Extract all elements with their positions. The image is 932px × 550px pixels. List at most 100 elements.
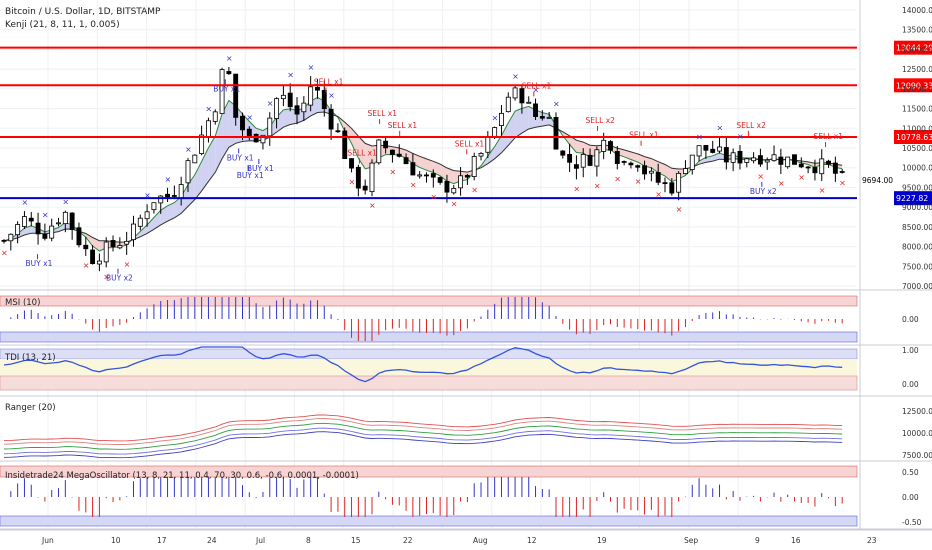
buy-signal-label: BUY x1: [237, 171, 264, 180]
sell-signal-label: SELL x1: [629, 131, 659, 140]
cloud-segment: [303, 101, 311, 121]
candle-body: [90, 249, 96, 265]
candle-body: [730, 152, 736, 163]
candle-body: [458, 175, 464, 189]
indicator-title: Kenji (21, 8, 11, 1, 0.005): [5, 20, 120, 30]
cloud-segment: [215, 113, 223, 173]
ranger-tick-label: 12500.00: [902, 407, 932, 416]
level-price-label: 12090.33: [896, 81, 932, 90]
candle-body: [389, 149, 395, 155]
price-tick-label: 12500.00: [902, 65, 932, 74]
candle-body: [553, 117, 559, 150]
candle-body: [444, 180, 450, 193]
buy-marker: ×: [553, 99, 560, 108]
time-tick-label: Sep: [684, 536, 698, 545]
buy-signal-label: BUY x2: [106, 274, 133, 283]
candle-body: [205, 120, 211, 138]
msi-tick-label: 0.00: [902, 315, 919, 324]
mega-panel-title: Insidetrade24 MegaOscillator (13, 8, 21,…: [5, 471, 359, 481]
candle-body: [165, 193, 170, 198]
candle-body: [253, 133, 259, 143]
sell-marker: ×: [839, 179, 846, 188]
candle-body: [151, 202, 157, 211]
buy-marker: ×: [226, 54, 233, 63]
candle-body: [539, 116, 545, 119]
mega-tick-label: 0.00: [902, 493, 919, 502]
sell-signal-label: SELL x1: [347, 148, 377, 157]
ranger-line: [3, 414, 843, 442]
sell-marker: ×: [676, 205, 683, 214]
buy-marker: ×: [144, 191, 151, 200]
candle-body: [42, 233, 48, 239]
sell-signal-label: SELL x2: [736, 121, 766, 130]
sell-signal-label: SELL x1: [455, 139, 485, 148]
ranger-tick-label: 10000.00: [902, 429, 932, 438]
sell-marker: ×: [389, 168, 396, 177]
ranger-line: [3, 427, 843, 455]
candle-body: [642, 165, 648, 175]
tdi-lower-band: [0, 375, 858, 391]
tdi-line: [3, 346, 843, 383]
candle-body: [417, 174, 423, 177]
time-tick-label: 10: [111, 536, 121, 545]
buy-marker: ×: [696, 132, 703, 141]
buy-marker: ×: [308, 63, 315, 72]
buy-marker: ×: [21, 198, 28, 207]
price-tick-label: 7500.00: [902, 262, 932, 271]
buy-marker: ×: [246, 113, 253, 122]
cloud-segment: [569, 135, 577, 153]
candle-body: [355, 166, 361, 189]
candle-body: [778, 156, 784, 165]
sell-signal-label: SELL x1: [522, 81, 552, 90]
cloud-segment: [651, 158, 659, 173]
buy-signal-label: BUY x1: [213, 84, 240, 93]
sell-signal-label: SELL x1: [388, 121, 418, 130]
candle-body: [315, 86, 320, 91]
candle-body: [131, 223, 136, 241]
ranger-line: [3, 418, 843, 445]
ranger-line: [3, 431, 843, 459]
candle-body: [437, 177, 443, 183]
candle-body: [737, 150, 743, 164]
candle-body: [144, 211, 150, 220]
buy-marker: ×: [42, 211, 49, 220]
symbol-title: Bitcoin / U.S. Dollar, 1D, BITSTAMP: [5, 7, 161, 17]
cloud-segment: [542, 112, 550, 127]
candle-body: [764, 159, 770, 163]
current-price-badge: [861, 173, 893, 186]
buy-marker: ×: [165, 175, 172, 184]
tdi-tick-label: 1.00: [902, 346, 919, 355]
cloud-segment: [174, 196, 182, 218]
price-tick-label: 11000.00: [902, 124, 932, 133]
candle-body: [744, 158, 750, 163]
level-price-label: 13044.29: [896, 44, 932, 53]
candle-body: [512, 87, 518, 99]
sell-marker: ×: [635, 177, 642, 186]
cloud-segment: [283, 108, 291, 128]
candle-body: [185, 160, 191, 184]
price-tick-label: 13000.00: [902, 45, 932, 54]
time-tick-label: 19: [597, 536, 607, 545]
cloud-segment: [167, 202, 175, 222]
candle-body: [499, 112, 504, 126]
time-tick-label: Jul: [255, 536, 265, 545]
candle-body: [580, 153, 586, 168]
sell-marker: ×: [124, 260, 131, 269]
candle-body: [805, 166, 811, 169]
cloud-segment: [222, 100, 229, 159]
candle-body: [178, 184, 184, 199]
candle-body: [219, 69, 225, 114]
cloud-segment: [194, 161, 202, 200]
price-tick-label: 14000.00: [902, 6, 932, 15]
price-tick-label: 10500.00: [902, 144, 932, 153]
buy-marker: ×: [717, 124, 724, 133]
buy-marker: ×: [267, 99, 274, 108]
price-tick-label: 13500.00: [902, 26, 932, 35]
level-price-label: 9227.82: [896, 194, 928, 203]
candle-body: [614, 150, 620, 164]
candle-body: [608, 141, 613, 151]
cloud-segment: [644, 156, 652, 168]
level-price-badge: [894, 130, 932, 145]
slow-average-line: [3, 111, 843, 243]
candle-body: [321, 90, 327, 110]
